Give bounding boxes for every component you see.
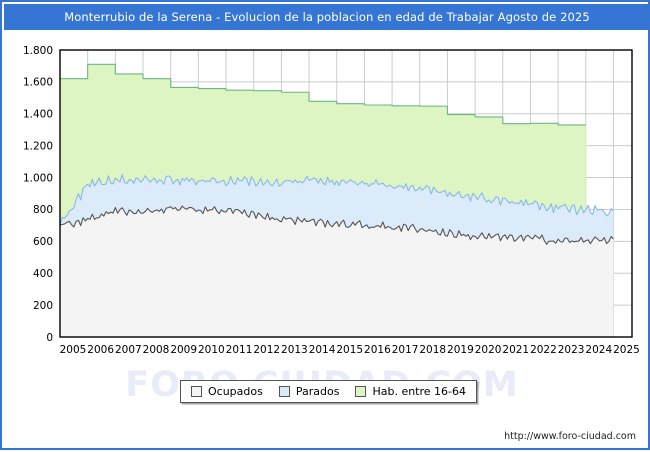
x-axis-tick-label: 2007: [115, 344, 142, 356]
x-axis-tick-label: 2023: [558, 344, 585, 356]
y-axis-tick-label: 600: [33, 236, 53, 248]
series-areas: [59, 63, 614, 337]
x-axis-tick-label: 2017: [392, 344, 419, 356]
legend-item-ocupados: Ocupados: [191, 385, 263, 398]
chart-legend: Ocupados Parados Hab. entre 16-64: [180, 380, 478, 403]
population-evolution-chart: 0 200 400 600 800 1.000 1.200 1.400 1.600 1.800 2…: [23, 45, 640, 356]
x-axis-tick-label: 2018: [419, 344, 446, 356]
chart-plot-area: FORO CIUDAD.COM 02004006008001.0001.2001…: [2, 30, 650, 452]
x-axis-tick-label: 2019: [447, 344, 474, 356]
x-axis-tick-label: 2025: [613, 344, 640, 356]
x-axis-tick-label: 2006: [87, 344, 114, 356]
x-axis-tick-label: 2013: [281, 344, 308, 356]
legend-swatch-habitantes: [355, 386, 367, 397]
y-axis-tick-label: 200: [33, 300, 53, 312]
x-axis-tick-label: 2005: [60, 344, 87, 356]
x-axis-tick-label: 2010: [198, 344, 225, 356]
y-axis-tick-label: 1.600: [23, 77, 53, 89]
y-axis-tick-label: 1.000: [23, 172, 53, 184]
y-axis-tick-label: 1.800: [23, 45, 53, 57]
x-axis-tick-label: 2015: [336, 344, 363, 356]
y-axis-tick-label: 400: [33, 268, 53, 280]
footer-url: http://www.foro-ciudad.com: [504, 431, 636, 442]
x-axis-tick-label: 2024: [585, 344, 612, 356]
window-title-bar: Monterrubio de la Serena - Evolucion de …: [4, 4, 650, 30]
axis-frame: [59, 49, 633, 338]
legend-label-parados: Parados: [295, 385, 340, 398]
y-axis-tick-label: 800: [33, 204, 53, 216]
x-axis-tick-label: 2008: [143, 344, 170, 356]
series-ocupados-fill: [60, 206, 614, 337]
x-axis-tick-label: 2012: [253, 344, 280, 356]
series-parados-line: [59, 174, 614, 226]
y-axis-tick-labels: 0 200 400 600 800 1.000 1.200 1.400 1.600 1.800: [23, 45, 53, 344]
x-axis-tick-label: 2014: [309, 344, 336, 356]
y-axis-tick-label: 1.400: [23, 109, 53, 121]
page-title: Monterrubio de la Serena - Evolucion de …: [64, 10, 590, 24]
x-axis-tick-label: 2009: [170, 344, 197, 356]
x-axis-tick-label: 2022: [530, 344, 557, 356]
legend-item-habitantes: Hab. entre 16-64: [355, 385, 466, 398]
y-axis-tick-label: 0: [46, 332, 53, 344]
y-axis-tick-label: 1.200: [23, 140, 53, 152]
legend-label-habitantes: Hab. entre 16-64: [372, 385, 467, 398]
series-hab-16-64-line: [60, 63, 586, 126]
x-axis-tick-label: 2020: [475, 344, 502, 356]
x-axis-tick-label: 2021: [502, 344, 529, 356]
legend-swatch-parados: [278, 386, 290, 397]
x-axis-tick-label: 2016: [364, 344, 391, 356]
series-ocupados-line: [59, 205, 614, 245]
legend-label-ocupados: Ocupados: [208, 385, 263, 398]
legend-item-parados: Parados: [278, 385, 340, 398]
x-axis-tick-labels: 2005 2006 2007 2008 2009 2010 2011 2012 2013 2014…: [60, 344, 640, 356]
x-axis-tick-label: 2011: [226, 344, 253, 356]
legend-swatch-ocupados: [191, 386, 202, 397]
